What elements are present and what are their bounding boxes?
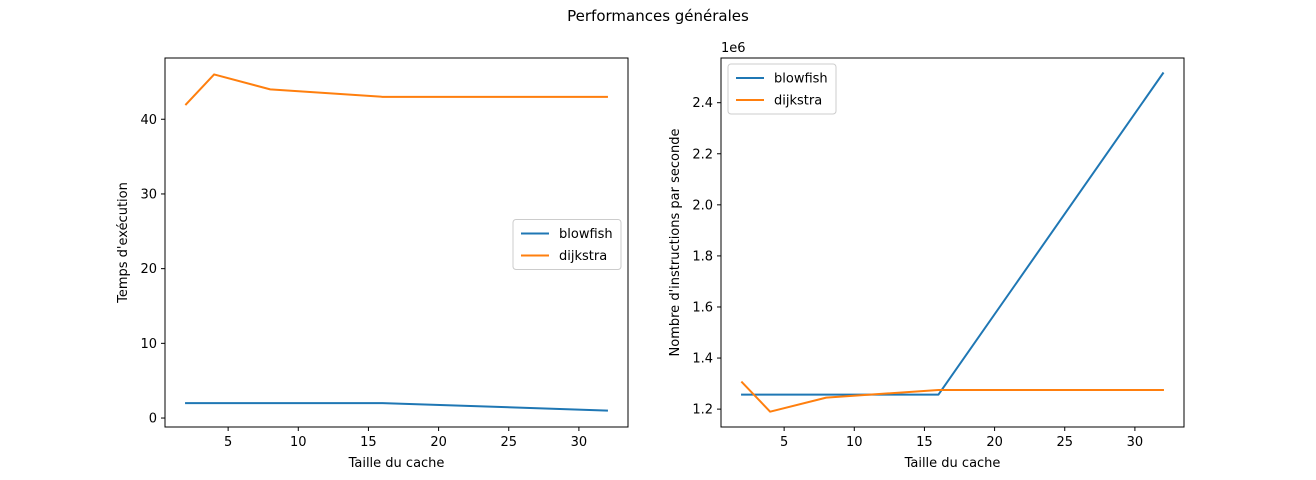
y-tick-label: 1.8: [692, 249, 713, 264]
legend-box: [512, 219, 622, 270]
x-axis-label: Taille du cache: [348, 456, 445, 471]
x-axis-label: Taille du cache: [904, 456, 1001, 471]
legend-label-dijkstra: dijkstra: [559, 249, 607, 264]
y-tick-label: 1.6: [692, 300, 713, 315]
x-tick-label: 5: [780, 435, 788, 450]
y-tick-label: 2.0: [692, 198, 713, 213]
y-axis-label: Nombre d'instructions par seconde: [668, 129, 683, 357]
x-tick-label: 5: [224, 435, 232, 450]
y-tick-label: 2.4: [692, 96, 713, 111]
legend-label-blowfish: blowfish: [559, 227, 613, 242]
y-tick-label: 2.2: [692, 147, 713, 162]
y-tick-label: 40: [140, 113, 157, 128]
x-tick-label: 20: [430, 435, 447, 450]
figure-title: Performances générales: [567, 7, 749, 25]
y-tick-label: 10: [140, 337, 157, 352]
legend-label-dijkstra: dijkstra: [774, 94, 822, 109]
series-line-blowfish: [741, 71, 1165, 396]
series-line-blowfish: [185, 402, 608, 412]
chart-panel-1: 5 10 15 20 25 30 0 10 20 30 40 Taille du cache Temps…: [116, 57, 629, 471]
x-tick-label: 15: [916, 435, 933, 450]
y-axis-label: Temps d'exécution: [116, 182, 131, 304]
series-line-dijkstra: [184, 73, 608, 106]
y-tick-label: 0: [149, 412, 157, 427]
y-tick-label: 20: [140, 262, 157, 277]
x-tick-label: 30: [571, 435, 588, 450]
legend-label-blowfish: blowfish: [774, 72, 828, 87]
x-tick-label: 20: [986, 435, 1003, 450]
y-offset-label: 1e6: [721, 41, 746, 56]
y-tick-label: 30: [140, 187, 157, 202]
series-line-dijkstra: [740, 380, 1164, 413]
axes-frame: [720, 57, 1185, 428]
legend: blowfish dijkstra: [512, 219, 622, 270]
x-tick-label: 10: [290, 435, 307, 450]
axes-frame: [164, 57, 629, 428]
x-tick-label: 25: [500, 435, 517, 450]
x-tick-label: 30: [1127, 435, 1144, 450]
chart-panel-2: 5 10 15 20 25 30 1.2 1.4 1.6 1.8 2.0 2.2 2.4 1e6 Taill…: [668, 41, 1185, 471]
x-tick-label: 25: [1056, 435, 1073, 450]
legend-box: [727, 63, 837, 115]
x-tick-label: 10: [846, 435, 863, 450]
legend: blowfish dijkstra: [727, 63, 837, 115]
x-tick-label: 15: [360, 435, 377, 450]
y-tick-label: 1.2: [692, 403, 713, 418]
y-tick-label: 1.4: [692, 352, 713, 367]
